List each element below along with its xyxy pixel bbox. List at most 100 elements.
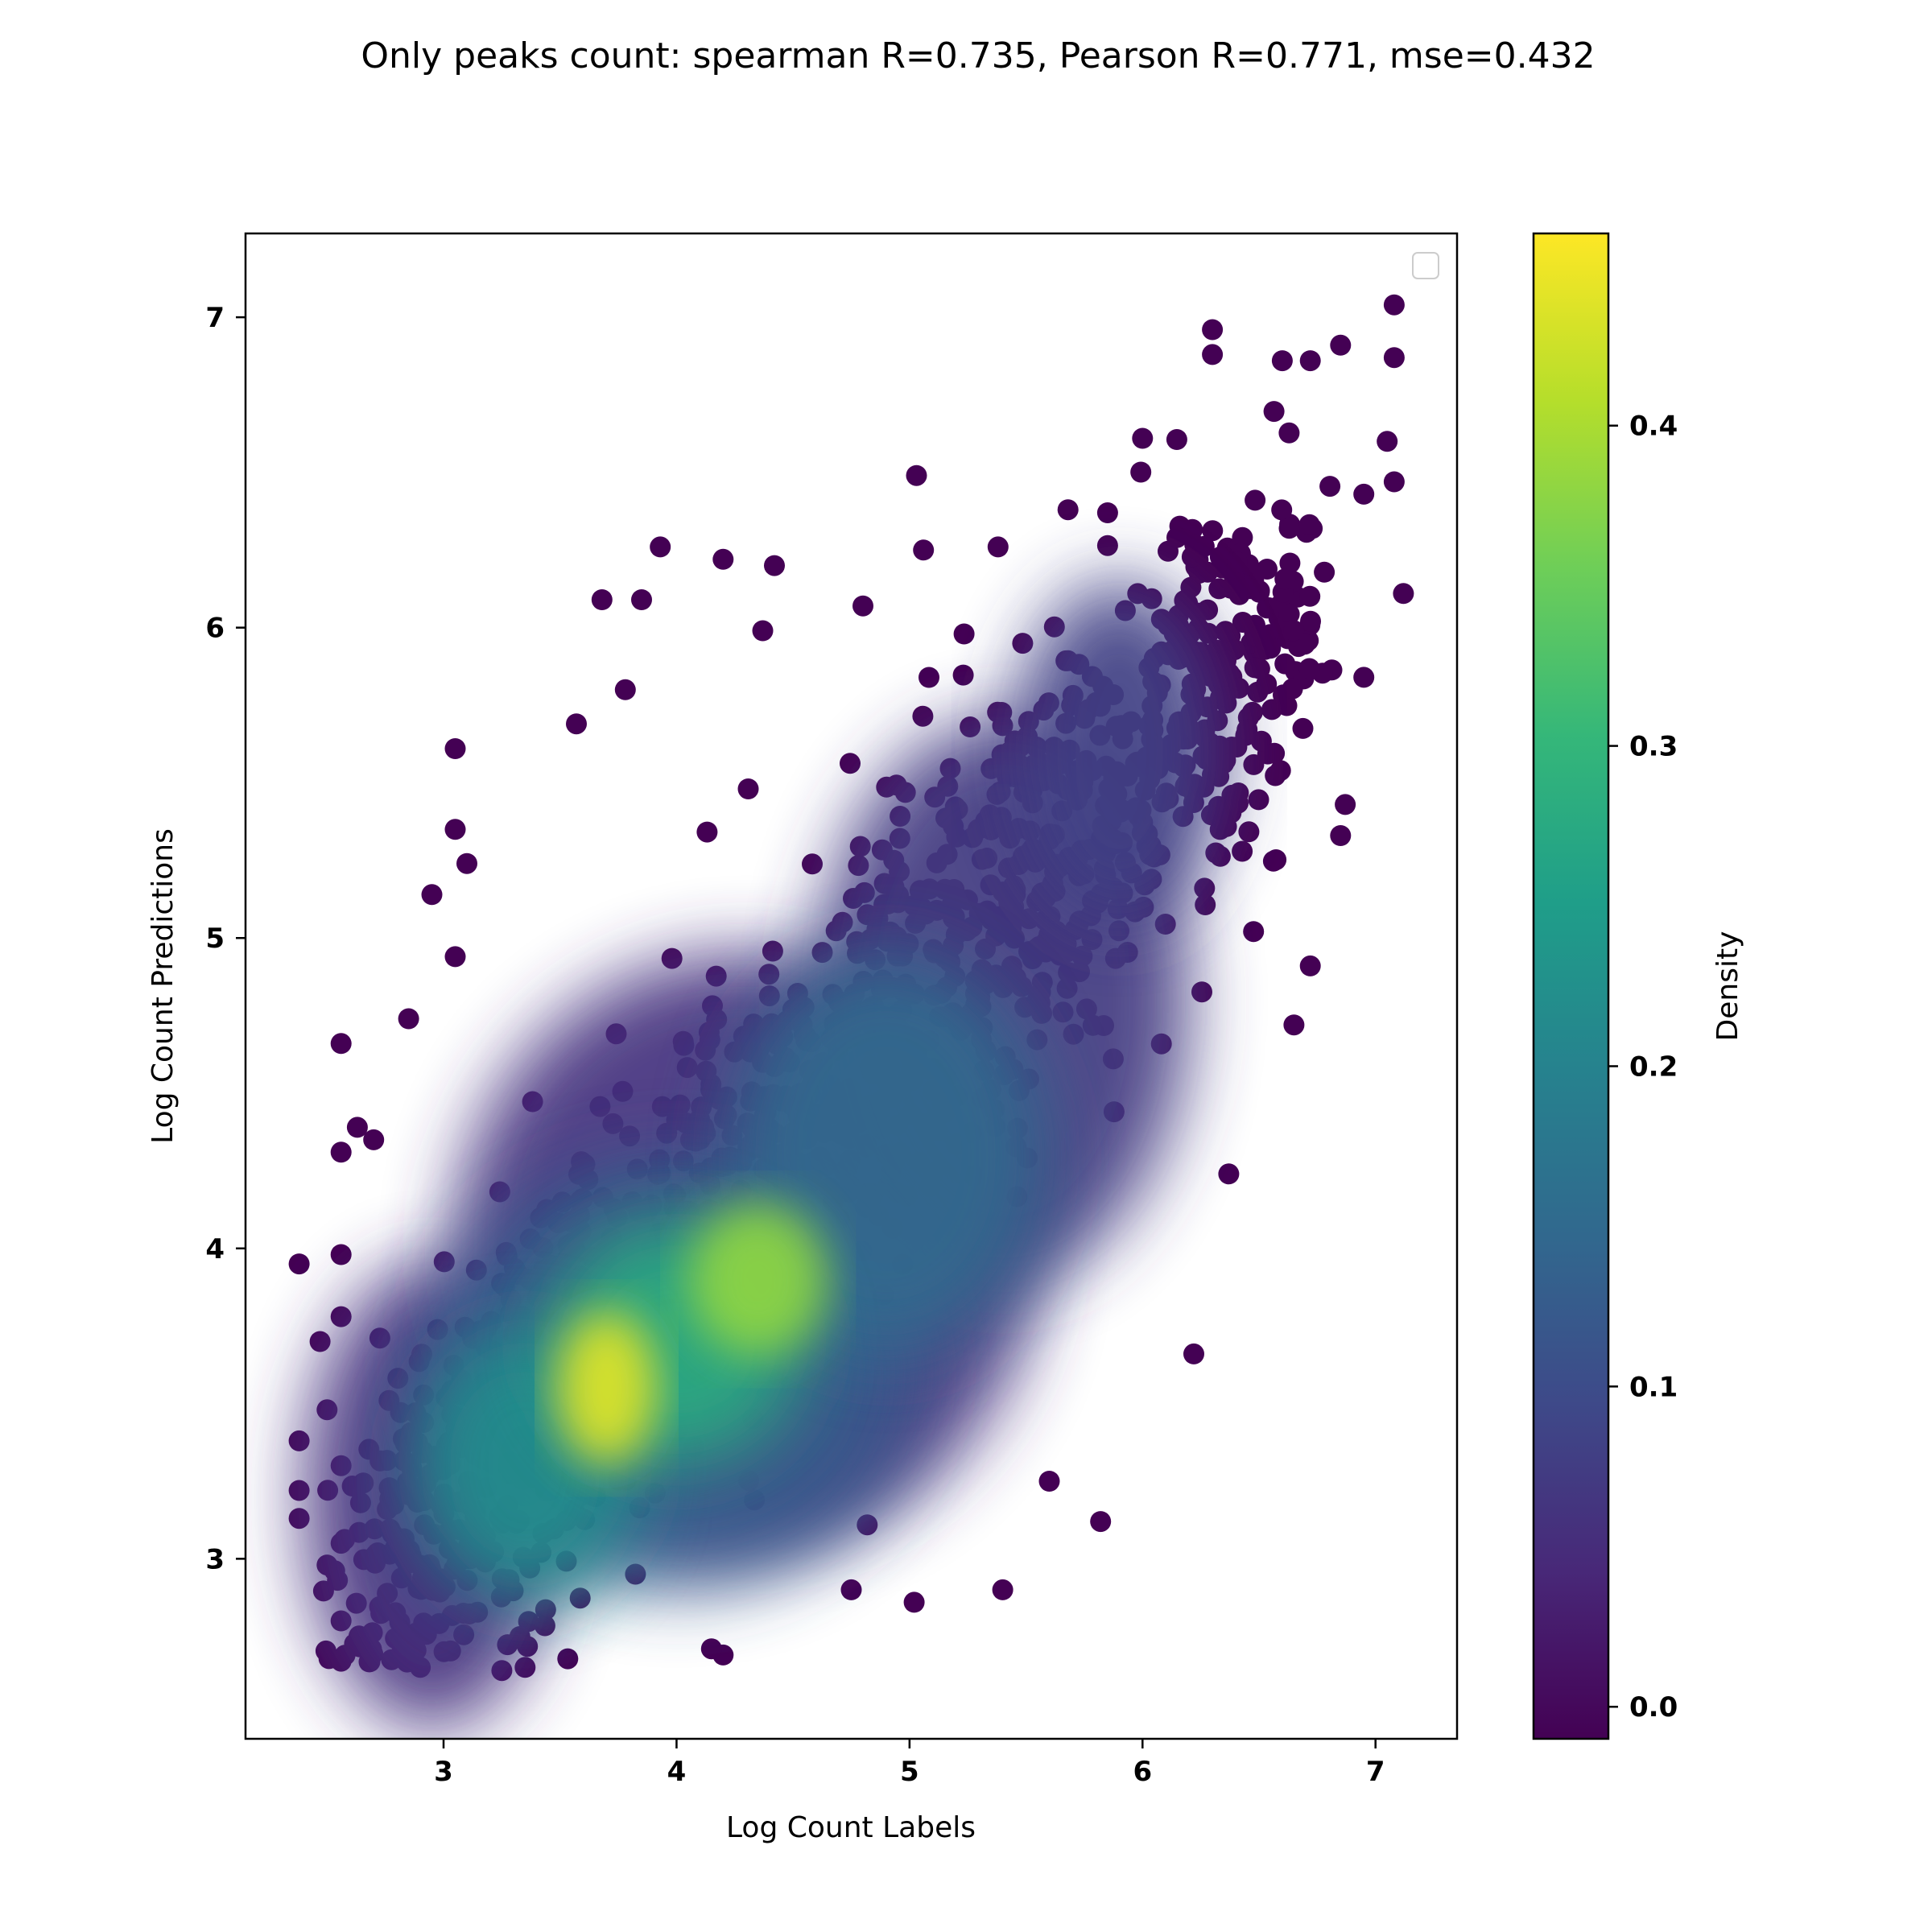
scatter-point: [840, 1579, 862, 1600]
scatter-point: [315, 1640, 336, 1662]
scatter-point: [1187, 602, 1209, 624]
scatter-point: [1183, 1343, 1204, 1364]
scatter-point: [557, 1648, 579, 1670]
colorbar-tick-label: 0.4: [1629, 411, 1678, 443]
x-tick-label: 5: [900, 1756, 919, 1788]
scatter-point: [1353, 483, 1375, 505]
y-axis-ticks: 3 4 5 6 7: [205, 302, 246, 1575]
scatter-point: [1191, 981, 1212, 1003]
scatter-point: [1209, 845, 1231, 867]
scatter-point: [1283, 1014, 1305, 1036]
scatter-point: [1264, 742, 1286, 764]
scatter-point: [330, 1244, 352, 1265]
scatter-point: [569, 1587, 591, 1609]
scatter-point: [591, 589, 613, 610]
scatter-point: [1278, 422, 1300, 444]
colorbar-tick-label: 0.1: [1629, 1371, 1678, 1403]
scatter-point: [764, 555, 785, 576]
scatter-point: [1265, 765, 1286, 786]
scatter-point: [444, 819, 466, 840]
scatter-point: [1299, 350, 1321, 372]
colorbar-tick-label: 0.2: [1629, 1051, 1678, 1083]
scatter-point: [1166, 526, 1187, 548]
colorbar-tick-label: 0.0: [1629, 1691, 1678, 1724]
scatter-point: [1278, 518, 1300, 539]
scatter-point: [614, 679, 636, 700]
scatter-point: [1298, 514, 1320, 535]
scatter-point: [1249, 658, 1270, 679]
scatter-point: [1090, 1511, 1112, 1533]
scatter-point: [919, 667, 939, 688]
scatter-point: [363, 1129, 385, 1150]
colorbar: [1532, 232, 1610, 1740]
plot-frame: [244, 232, 1459, 1740]
scatter-point: [1330, 334, 1352, 356]
scatter-point: [1194, 877, 1216, 899]
x-axis-ticks: 3 4 5 6 7: [434, 1739, 1385, 1788]
scatter-point: [1279, 552, 1301, 574]
x-axis-label: Log Count Labels: [726, 1811, 976, 1844]
scatter-point: [330, 1141, 352, 1163]
scatter-point: [1195, 894, 1216, 915]
scatter-point: [953, 623, 975, 645]
scatter-point: [1209, 546, 1231, 568]
scatter-point: [1243, 753, 1265, 775]
scatter-point: [566, 713, 587, 735]
scatter-point: [1263, 401, 1285, 423]
scatter-point: [992, 1579, 1013, 1600]
scatter-point: [903, 1591, 925, 1613]
scatter-point: [1276, 695, 1298, 716]
scatter-point: [1202, 344, 1224, 365]
scatter-point: [952, 664, 974, 686]
scatter-point: [1243, 921, 1265, 943]
scatter-point: [1038, 1471, 1060, 1492]
scatter-point: [700, 1638, 722, 1660]
scatter-point: [1236, 719, 1258, 741]
x-tick-label: 4: [667, 1756, 687, 1788]
colorbar-ticks: 0.0 0.1 0.2 0.3 0.4: [1608, 411, 1678, 1724]
scatter-point: [288, 1430, 310, 1451]
y-tick-label: 4: [205, 1233, 225, 1265]
legend-box[interactable]: [1412, 252, 1439, 279]
x-tick-label: 7: [1366, 1756, 1385, 1788]
y-tick-label: 3: [205, 1543, 225, 1575]
scatter-point: [1174, 590, 1195, 611]
scatter-point: [906, 464, 927, 486]
scatter-point: [912, 705, 934, 727]
scatter-point: [1330, 825, 1352, 846]
scatter-point: [737, 778, 759, 799]
scatter-point: [1335, 794, 1356, 815]
scatter-point: [1245, 489, 1266, 511]
scatter-point: [1383, 294, 1405, 316]
scatter-point: [330, 1306, 352, 1327]
scatter-point: [1132, 427, 1154, 449]
scatter-point: [1298, 658, 1320, 679]
scatter-point: [1274, 653, 1296, 675]
scatter-point: [1238, 821, 1260, 843]
scatter-point: [1239, 578, 1261, 600]
scatter-point: [1232, 526, 1253, 548]
scatter-point: [1202, 319, 1224, 341]
scatter-point: [1260, 638, 1282, 659]
scatter-point: [1271, 499, 1293, 521]
scatter-point: [1202, 520, 1224, 542]
chart-title: Only peaks count: spearman R=0.735, Pear…: [361, 35, 1595, 76]
scatter-point: [1383, 347, 1405, 369]
scatter-point: [1274, 568, 1296, 590]
scatter-point: [1227, 551, 1248, 573]
density-region: [555, 1310, 658, 1466]
scatter-point: [1377, 431, 1398, 452]
scatter-point: [631, 589, 652, 610]
scatter-point: [987, 536, 1009, 558]
y-axis-label: Log Count Predictions: [147, 828, 180, 1144]
scatter-point: [1262, 850, 1284, 872]
scatter-point: [1383, 471, 1405, 493]
scatter-point: [1096, 502, 1118, 523]
scatter-point: [1248, 789, 1269, 811]
scatter-point: [309, 1331, 331, 1352]
y-tick-label: 7: [205, 302, 225, 334]
scatter-point: [444, 946, 466, 968]
scatter-point: [1193, 535, 1215, 557]
